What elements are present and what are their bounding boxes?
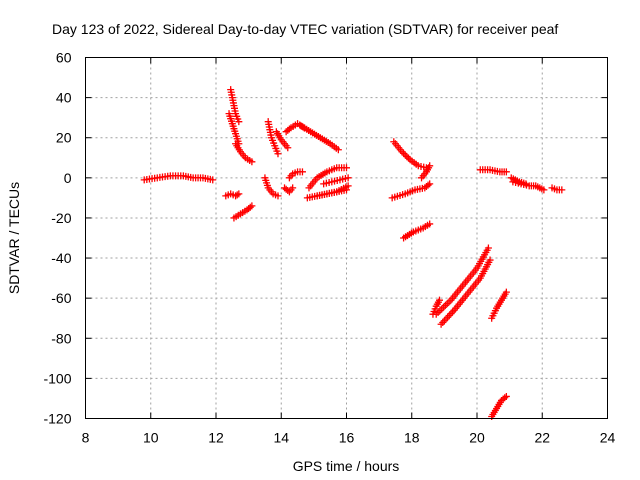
series-arc-07 [264, 118, 282, 158]
series-arc-06 [230, 202, 256, 222]
data-point [209, 176, 217, 184]
data-point [447, 310, 455, 318]
data-point [400, 149, 408, 157]
series-arc-27 [476, 166, 510, 176]
series-arc-26 [488, 392, 510, 420]
x-tick-label: 20 [469, 430, 485, 446]
series-arc-16 [320, 174, 352, 188]
data-point [424, 181, 432, 189]
data-point [404, 154, 412, 162]
series-arc-13 [285, 168, 306, 182]
y-tick-label: -60 [51, 290, 71, 306]
series-arc-21 [400, 220, 434, 242]
series-arc-05 [232, 140, 256, 166]
data-point [426, 220, 434, 228]
x-tick-label: 24 [600, 430, 616, 446]
series-arc-11 [261, 174, 282, 200]
data-point [284, 187, 292, 195]
data-point [426, 162, 434, 170]
series-arc-19 [418, 162, 434, 182]
series-arc-17 [313, 182, 352, 200]
data-point [284, 144, 292, 152]
data-point [501, 394, 509, 402]
series-arc-10 [297, 122, 342, 154]
x-tick-label: 8 [82, 430, 90, 446]
y-tick-label: -100 [43, 370, 71, 386]
y-tick-label: 20 [56, 130, 72, 146]
data-point [449, 308, 457, 316]
data-point [343, 164, 350, 172]
data-point [426, 180, 434, 188]
data-point [437, 320, 445, 328]
data-point [502, 392, 510, 400]
series-arc-15 [305, 164, 350, 192]
y-tick-labels: -120 -100 -80 -60 -40 -20 0 20 40 60 [43, 50, 71, 427]
grid [85, 57, 608, 419]
y-tick-label: -80 [51, 330, 71, 346]
data-point [248, 158, 256, 166]
data-point [445, 311, 453, 319]
x-tick-label: 12 [208, 430, 224, 446]
data-point [444, 313, 452, 321]
chart-title: Day 123 of 2022, Sidereal Day-to-day VTE… [52, 21, 558, 37]
data-point [274, 150, 282, 158]
data-point [502, 288, 510, 296]
axis-ticks [85, 57, 608, 419]
x-axis-label: GPS time / hours [293, 458, 400, 474]
x-tick-label: 18 [404, 430, 420, 446]
y-tick-label: 0 [64, 170, 72, 186]
y-tick-label: -120 [43, 411, 71, 427]
data-point [558, 186, 566, 194]
data-point [344, 182, 352, 190]
y-tick-label: 40 [56, 90, 72, 106]
data-point [486, 256, 494, 264]
series-arc-12 [281, 184, 297, 196]
data-point [401, 151, 409, 159]
data-point [344, 174, 352, 182]
series-arc-25 [488, 288, 510, 322]
data-point [246, 203, 254, 211]
data-point [439, 318, 447, 326]
data-point [522, 180, 530, 188]
x-tick-label: 14 [273, 430, 289, 446]
x-tick-label: 10 [143, 430, 159, 446]
y-tick-label: 60 [56, 50, 72, 66]
data-point [233, 191, 241, 199]
data-point [289, 184, 297, 192]
series-arc-01 [140, 172, 217, 184]
series-arc-03 [227, 86, 243, 126]
series-arc-23 [432, 244, 492, 318]
series-arc-18 [390, 138, 430, 172]
series-arc-30 [548, 184, 566, 194]
x-tick-labels: 8 10 12 14 16 18 20 22 24 [82, 430, 616, 446]
data-points [140, 86, 566, 420]
data-point [502, 168, 510, 176]
plot-frame [85, 57, 608, 419]
data-point [298, 168, 306, 176]
y-axis-label: SDTVAR / TECUs [6, 182, 22, 294]
data-point [484, 244, 492, 252]
series-arc-24 [437, 256, 494, 328]
data-point [442, 315, 450, 323]
series-arc-02 [222, 190, 243, 200]
y-tick-label: -40 [51, 250, 71, 266]
data-point [235, 118, 243, 126]
x-tick-label: 22 [534, 430, 550, 446]
x-tick-label: 16 [339, 430, 355, 446]
data-point [248, 202, 256, 210]
data-point [435, 296, 443, 304]
series-arc-20 [388, 180, 434, 202]
data-point [440, 317, 448, 325]
data-point [235, 190, 243, 198]
y-tick-label: -20 [51, 210, 71, 226]
series-arc-29 [507, 174, 530, 188]
data-point [274, 192, 282, 200]
data-point [403, 153, 411, 161]
data-point [398, 148, 406, 156]
series-arc-08 [272, 128, 292, 152]
data-point [540, 186, 548, 194]
data-point [285, 125, 293, 133]
data-point [334, 146, 342, 154]
